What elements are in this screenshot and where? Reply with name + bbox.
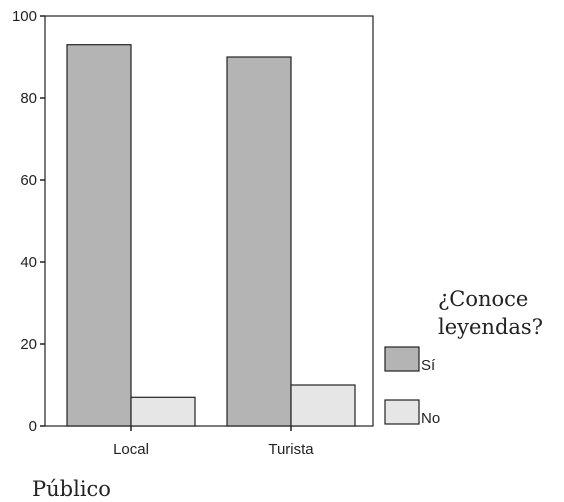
bars [66, 44, 356, 427]
bar-turista-no [290, 384, 356, 427]
legend-label-si: Sí [421, 357, 436, 374]
x-axis: Local Turista [113, 426, 314, 458]
y-tick-label: 0 [29, 418, 37, 435]
bar-local-no [130, 396, 196, 427]
y-tick-label: 40 [20, 254, 37, 271]
bar-local-si [66, 44, 132, 427]
x-tick-label: Turista [268, 441, 314, 458]
legend-swatch-no [384, 399, 420, 425]
legend-label-no: No [421, 410, 440, 427]
x-axis-label: Público [32, 477, 111, 501]
y-tick-label: 80 [20, 90, 37, 107]
plot-frame [44, 15, 374, 427]
bar-turista-si [226, 56, 292, 427]
legend-title-line-1: ¿Conoce [438, 287, 528, 311]
y-tick-label: 100 [12, 8, 37, 25]
y-axis: 0 20 40 60 80 100 [12, 8, 45, 435]
y-tick-label: 60 [20, 172, 37, 189]
legend: ¿Conoce leyendas? Sí No [384, 287, 543, 427]
legend-swatch-si [384, 346, 420, 372]
x-tick-label: Local [113, 441, 149, 458]
legend-title-line-2: leyendas? [438, 315, 543, 339]
y-tick-label: 20 [20, 336, 37, 353]
